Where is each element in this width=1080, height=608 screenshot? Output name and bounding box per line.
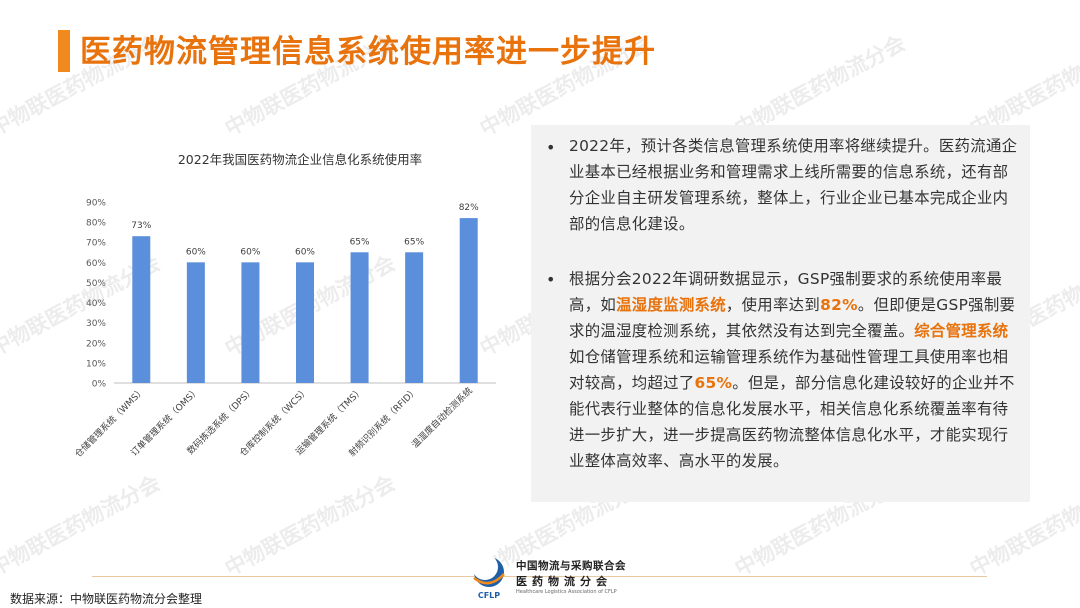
highlight-temp-humidity: 温湿度监测系统 xyxy=(616,296,726,314)
bullet-2: • xyxy=(546,270,556,289)
footer-divider xyxy=(92,576,987,577)
bar-value-label: 60% xyxy=(186,247,206,257)
bar-value-label: 65% xyxy=(404,237,424,247)
paragraph-2-text: 根据分会2022年调研数据显示，GSP强制要求的系统使用率最高，如 xyxy=(569,270,1003,314)
title-accent-bar xyxy=(58,30,70,72)
paragraph-2-text: 。但即便是GSP强制要求的温湿度检测系统，其依然没有达到完全覆盖。 xyxy=(569,296,1016,340)
data-source: 数据来源：中物联医药物流分会整理 xyxy=(10,592,203,606)
org-english-name: Healthcare Logistics Association of CFLP xyxy=(516,589,617,595)
bar-value-label: 73% xyxy=(131,221,151,231)
bar-value-label: 65% xyxy=(350,237,370,247)
text-panel xyxy=(531,125,1030,502)
bar-value-label: 60% xyxy=(295,247,315,257)
paragraph-1: 2022年，预计各类信息管理系统使用率将继续提升。医药流通企业基本已经根据业务和… xyxy=(569,137,1018,233)
bar xyxy=(296,262,314,383)
bar xyxy=(459,218,478,383)
chart-title: 2022年我国医药物流企业信息化系统使用率 xyxy=(178,152,422,167)
highlight-82: 82% xyxy=(820,296,858,314)
logo-text: CFLP xyxy=(478,591,500,600)
org-subname: 医药物流分会 xyxy=(516,575,612,588)
org-name: 中国物流与采购联合会 xyxy=(516,560,626,572)
x-tick-label: 温湿度自动检测系统 xyxy=(409,385,475,451)
y-tick-label: 70% xyxy=(86,239,106,249)
y-tick-label: 20% xyxy=(86,339,106,349)
bullet-1: • xyxy=(546,138,556,157)
bar xyxy=(350,252,369,383)
paragraph-2-text: 如仓储管理系统和运输管理系统作为基础性管理工具使用率也相对较高，均超过了 xyxy=(569,348,1009,392)
y-tick-label: 40% xyxy=(86,299,106,309)
y-tick-label: 60% xyxy=(86,259,106,269)
paragraph-2-text: ，使用率达到 xyxy=(725,296,821,314)
bars: 73% 60% 60% 60% 65% 65% 82% xyxy=(131,203,479,383)
page-title: 医药物流管理信息系统使用率进一步提升 xyxy=(80,34,656,70)
bar xyxy=(132,236,151,383)
y-tick-label: 10% xyxy=(86,359,106,369)
bar xyxy=(241,262,260,383)
bar xyxy=(186,262,205,383)
y-tick-label: 50% xyxy=(86,279,106,289)
x-axis: 仓储管理系统（WMS）订单管理系统（OMS）数码拣选系统（DPS）仓库控制系统（… xyxy=(72,385,475,460)
bar-chart: 2022年我国医药物流企业信息化系统使用率 0% 10% 20% 30% 40% 50% 6… xyxy=(72,152,496,460)
y-tick-label: 80% xyxy=(86,219,106,229)
y-axis: 0% 10% 20% 30% 40% 50% 60% 70% 80% 90% xyxy=(86,199,106,390)
y-tick-label: 0% xyxy=(92,380,107,390)
y-tick-label: 90% xyxy=(86,199,106,209)
highlight-integrated-systems: 综合管理系统 xyxy=(914,322,1009,340)
paragraph-2-text: 。但是，部分信息化建设较好的企业并不能代表行业整体的信息化发展水平，相关信息化系… xyxy=(569,374,1015,470)
bar-value-label: 82% xyxy=(459,203,479,213)
cflp-logo: CFLP xyxy=(468,552,510,602)
paragraph-2: 根据分会2022年调研数据显示，GSP强制要求的系统使用率最高，如温湿度监测系统… xyxy=(569,266,1023,474)
y-tick-label: 30% xyxy=(86,319,106,329)
bar-value-label: 60% xyxy=(240,247,260,257)
bar xyxy=(405,252,424,383)
highlight-65: 65% xyxy=(694,374,733,392)
